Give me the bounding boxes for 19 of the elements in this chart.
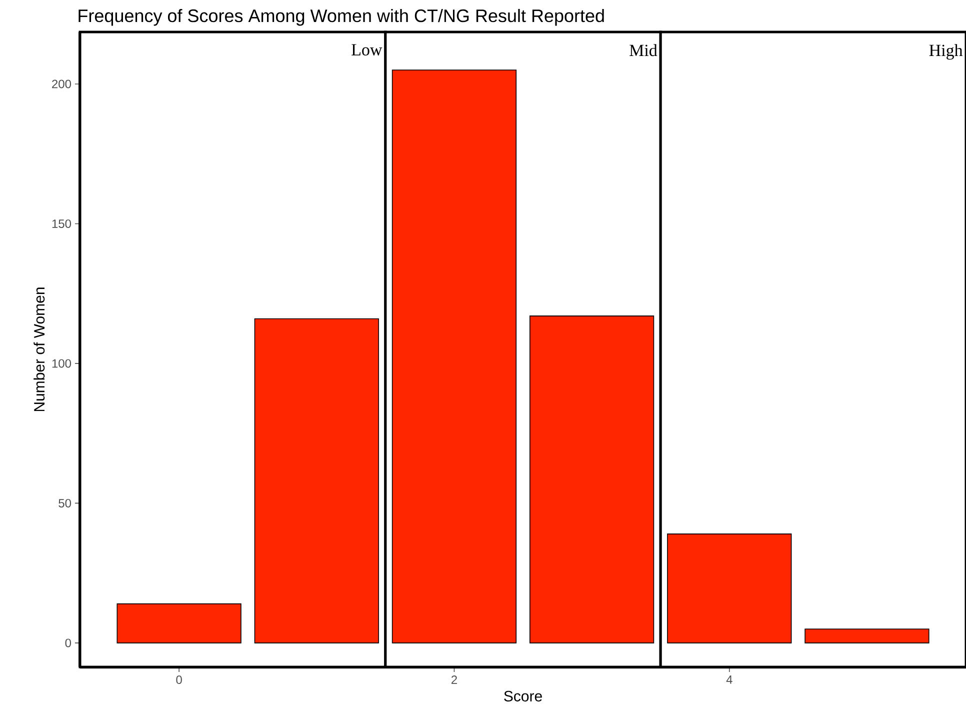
band-label: Low <box>352 44 382 56</box>
y-tick-label: 0 <box>65 638 72 648</box>
band-label: Mid <box>630 44 658 56</box>
y-axis-title: Number of Women <box>34 288 45 412</box>
x-axis-title: Score <box>504 690 542 702</box>
y-tick-label: 100 <box>52 359 72 368</box>
bar <box>254 318 379 644</box>
y-tick-label: 200 <box>52 80 72 88</box>
band-label: High <box>929 44 963 60</box>
x-tick-label: 0 <box>176 676 182 684</box>
bar <box>116 603 242 644</box>
bar <box>667 534 792 644</box>
y-tick-label: 50 <box>58 498 72 508</box>
x-tick-label: 2 <box>451 676 457 684</box>
y-tick-label: 150 <box>52 219 72 228</box>
chart-title: Frequency of Scores Among Women with CT/NG Result Reported <box>78 8 604 26</box>
bar <box>529 316 654 644</box>
x-tick-label: 4 <box>726 676 732 684</box>
bar <box>804 628 930 644</box>
